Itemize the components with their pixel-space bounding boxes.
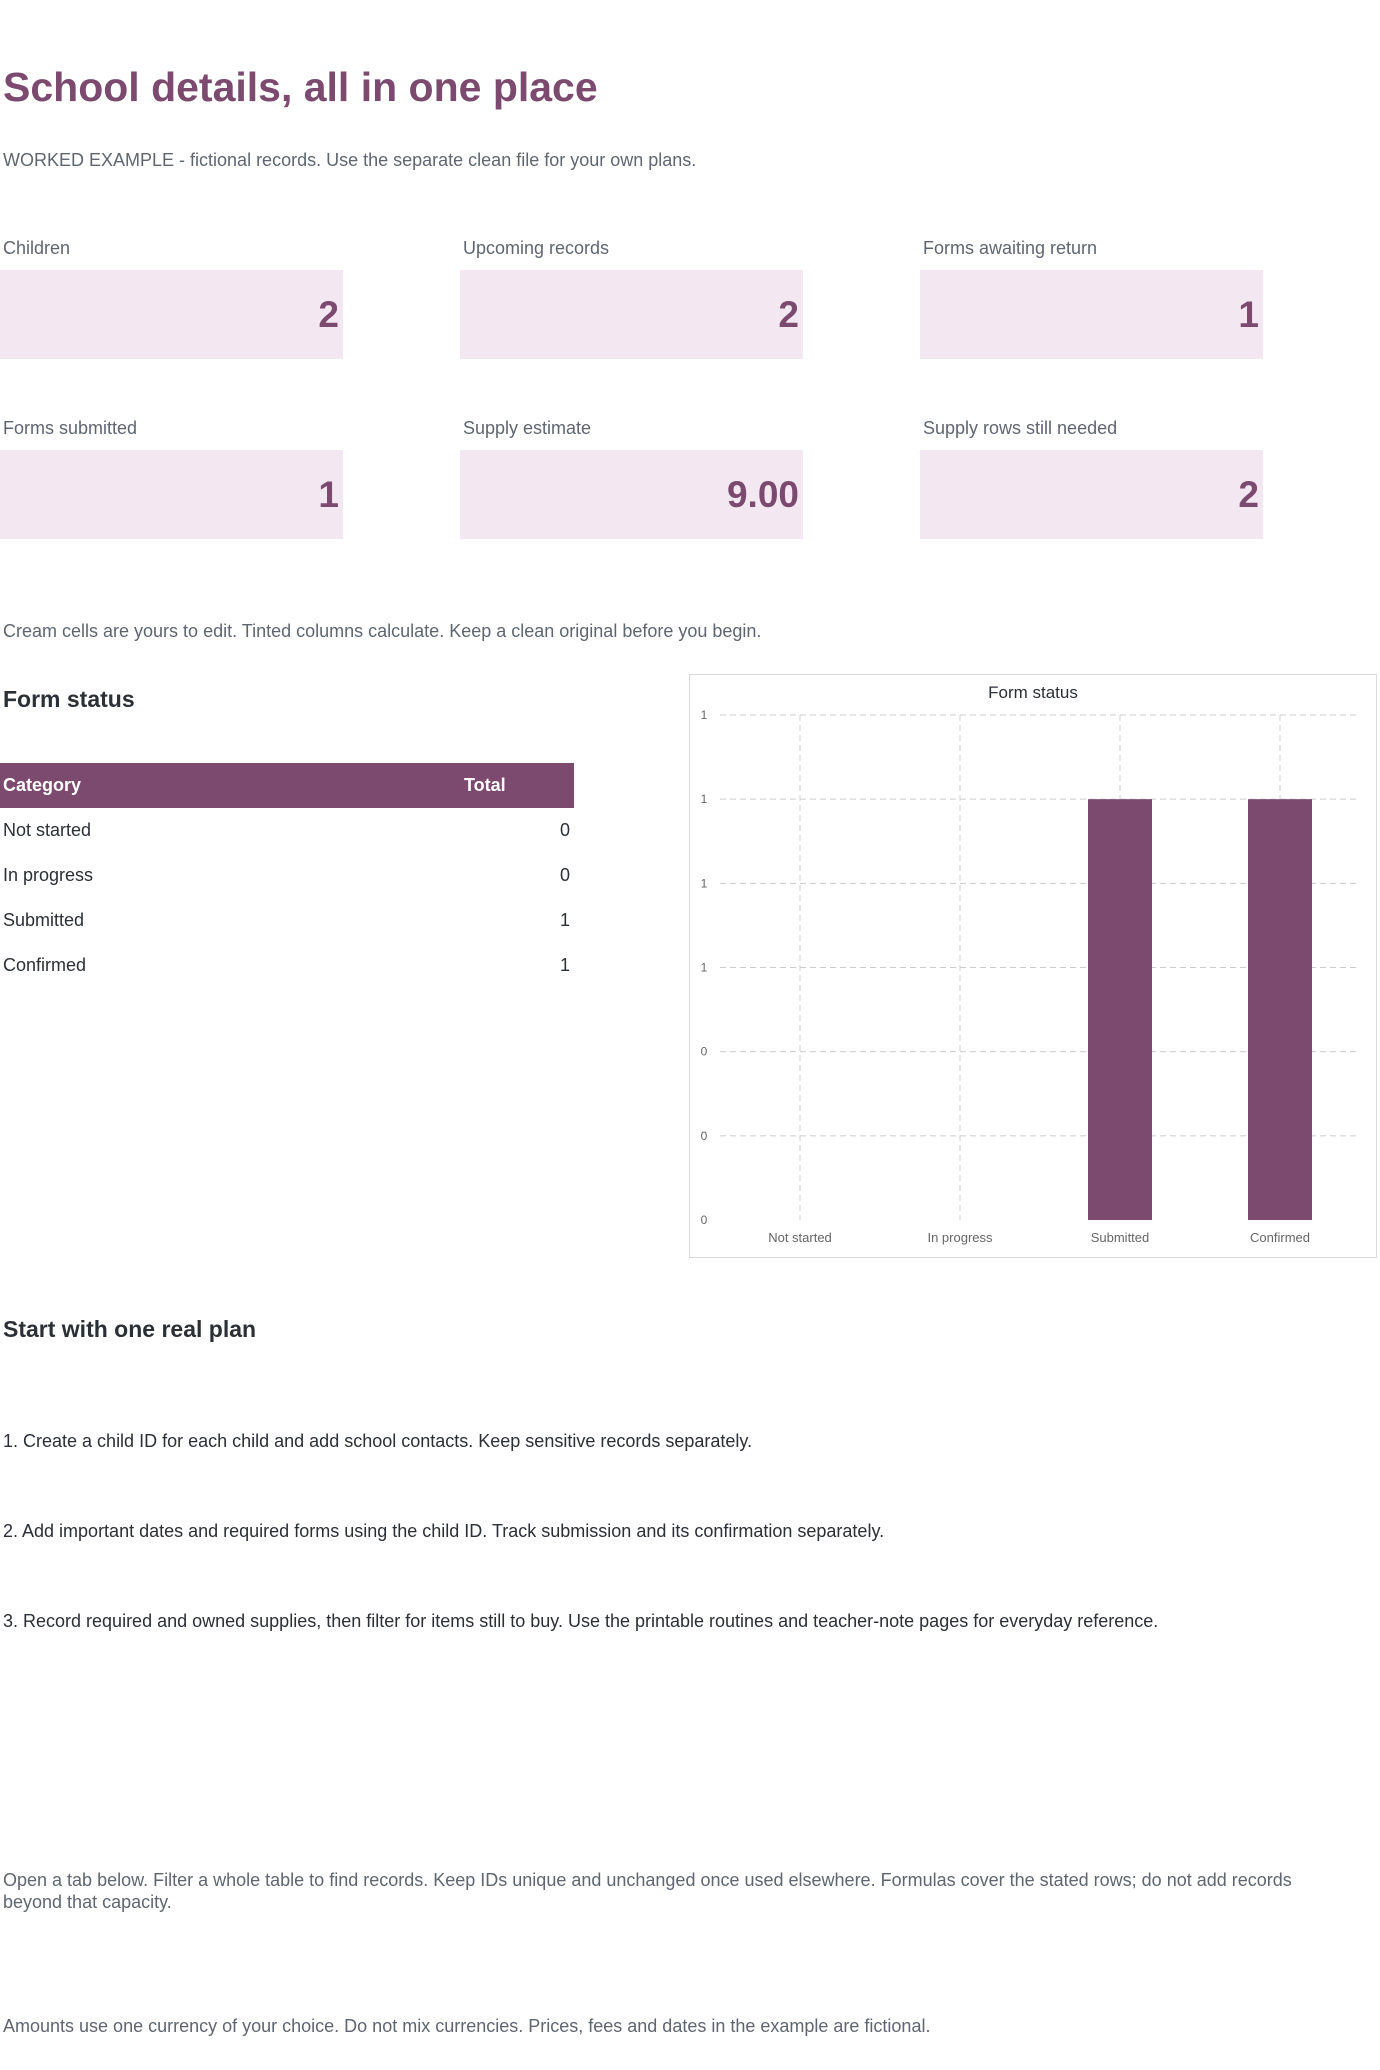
page-subtitle: WORKED EXAMPLE - fictional records. Use … (3, 150, 697, 170)
y-tick-label: 1 (701, 961, 708, 975)
chart-canvas: Form status 0 0 0 1 1 1 1 Not started In progres… (701, 683, 1360, 1245)
kpi-box-forms-submitted[interactable]: 1 (0, 450, 343, 539)
form-status-chart[interactable]: Form status 0 0 0 1 1 1 1 Not started In progres… (689, 674, 1377, 1258)
cell-category: In progress (3, 865, 94, 885)
table-header: Category Total (0, 763, 574, 808)
y-tick-label: 0 (701, 1129, 708, 1143)
y-tick-label: 1 (701, 792, 708, 806)
table-row[interactable]: Confirmed 1 (0, 943, 574, 988)
form-status-table: Category Total Not started 0 In progress… (0, 763, 574, 988)
kpi-label-forms-submitted: Forms submitted (3, 418, 138, 438)
plan-step-2: 2. Add important dates and required form… (3, 1521, 885, 1541)
kpi-value-forms-submitted: 1 (318, 473, 339, 515)
plan-title: Start with one real plan (3, 1316, 257, 1342)
kpi-box-supply-estimate[interactable]: 9.00 (460, 450, 803, 539)
x-tick-label: Confirmed (1250, 1230, 1310, 1245)
cell-total: 0 (559, 865, 570, 885)
tab-note: Open a tab below. Filter a whole table t… (3, 1870, 1292, 1912)
kpi-value-supply-rows-needed: 2 (1238, 473, 1259, 515)
x-tick-label: Submitted (1091, 1230, 1150, 1245)
kpi-value-children: 2 (318, 293, 339, 335)
plan-step-1: 1. Create a child ID for each child and … (3, 1431, 753, 1451)
plan-step-3: 3. Record required and owned supplies, t… (3, 1611, 1159, 1631)
y-tick-label: 1 (701, 876, 708, 890)
column-header-category[interactable]: Category (3, 775, 82, 795)
edit-note: Cream cells are yours to edit. Tinted co… (3, 621, 762, 641)
x-tick-label: Not started (768, 1230, 832, 1245)
y-tick-label: 0 (701, 1045, 708, 1059)
chart-bars (1088, 799, 1312, 1220)
table-row[interactable]: Submitted 1 (0, 898, 574, 943)
kpi-box-children[interactable]: 2 (0, 270, 343, 359)
kpi-value-forms-awaiting: 1 (1238, 293, 1259, 335)
cell-category: Not started (3, 820, 92, 840)
y-tick-label: 0 (701, 1213, 708, 1227)
page-title: School details, all in one place (3, 64, 598, 110)
kpi-label-children: Children (3, 238, 71, 258)
kpi-label-supply-estimate: Supply estimate (463, 418, 592, 438)
cell-category: Confirmed (3, 955, 87, 975)
kpi-box-forms-awaiting[interactable]: 1 (920, 270, 1263, 359)
kpi-label-supply-rows-needed: Supply rows still needed (923, 418, 1118, 438)
table-row[interactable]: In progress 0 (0, 853, 574, 898)
kpi-value-supply-estimate: 9.00 (726, 473, 799, 515)
kpi-label-forms-awaiting: Forms awaiting return (923, 238, 1098, 258)
cell-category: Submitted (3, 910, 85, 930)
cell-total: 1 (559, 955, 570, 975)
cell-total: 0 (559, 820, 570, 840)
kpi-box-upcoming-records[interactable]: 2 (460, 270, 803, 359)
column-header-total[interactable]: Total (464, 775, 506, 795)
y-tick-label: 1 (701, 708, 708, 722)
form-status-title: Form status (3, 686, 135, 712)
bar-confirmed[interactable] (1248, 799, 1312, 1220)
x-tick-label: In progress (927, 1230, 993, 1245)
kpi-box-supply-rows-needed[interactable]: 2 (920, 450, 1263, 539)
kpi-label-upcoming-records: Upcoming records (463, 238, 610, 258)
currency-note: Amounts use one currency of your choice.… (3, 2016, 931, 2036)
chart-title: Form status (988, 683, 1078, 702)
cell-total: 1 (559, 910, 570, 930)
chart-labels: 0 0 0 1 1 1 1 Not started In progress Submitted Co… (701, 708, 1310, 1245)
table-row[interactable]: Not started 0 (0, 808, 574, 853)
kpi-value-upcoming-records: 2 (778, 293, 799, 335)
bar-submitted[interactable] (1088, 799, 1152, 1220)
